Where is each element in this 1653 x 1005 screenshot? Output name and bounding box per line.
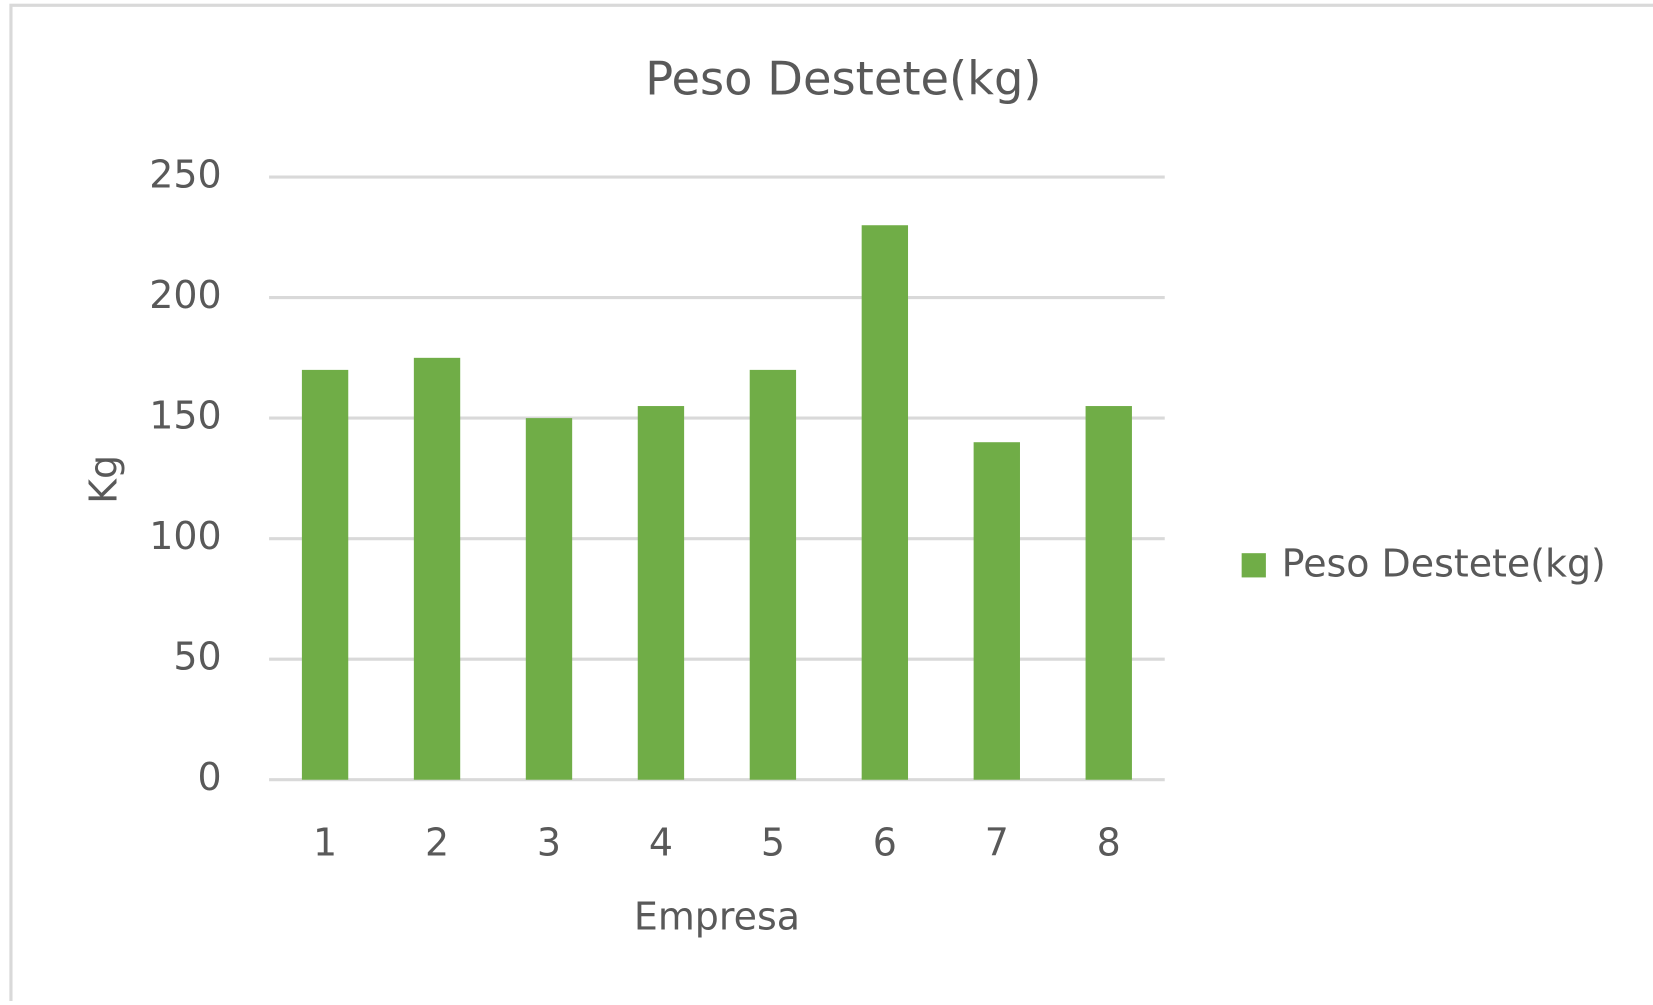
bar bbox=[1085, 406, 1132, 780]
bar bbox=[973, 442, 1020, 780]
x-axis-label: Empresa bbox=[634, 894, 800, 938]
bar bbox=[749, 369, 797, 780]
y-axis-label: Kg bbox=[81, 455, 125, 504]
bar bbox=[637, 406, 685, 780]
x-tick-label: 1 bbox=[313, 821, 337, 865]
bar bbox=[525, 418, 573, 780]
x-tick-label: 6 bbox=[873, 821, 897, 865]
y-tick-label: 0 bbox=[198, 755, 222, 799]
x-tick-label: 2 bbox=[425, 821, 449, 865]
x-tick-label: 4 bbox=[649, 821, 673, 865]
chart-border bbox=[9, 3, 1653, 1005]
bar bbox=[861, 225, 909, 780]
x-tick-label: 7 bbox=[985, 821, 1009, 865]
y-tick-label: 100 bbox=[149, 514, 221, 558]
bar bbox=[413, 357, 461, 780]
x-tick-label: 5 bbox=[761, 821, 785, 865]
y-tick-label: 150 bbox=[149, 394, 221, 438]
y-tick-label: 200 bbox=[149, 273, 221, 317]
x-tick-label: 8 bbox=[1097, 821, 1121, 865]
chart-title: Peso Destete(kg) bbox=[645, 52, 1041, 106]
legend-label: Peso Destete(kg) bbox=[1282, 541, 1606, 585]
bar bbox=[301, 369, 349, 780]
y-tick-label: 50 bbox=[173, 635, 221, 679]
x-tick-label: 3 bbox=[537, 821, 561, 865]
legend-swatch bbox=[1241, 553, 1266, 578]
y-tick-label: 250 bbox=[149, 153, 221, 197]
